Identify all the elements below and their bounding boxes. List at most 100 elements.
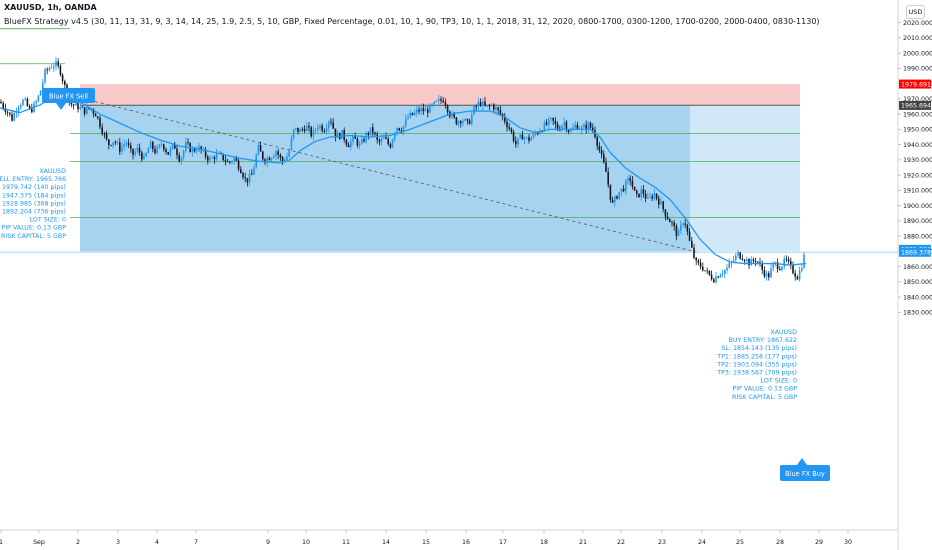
candle-body: [550, 117, 552, 119]
candle-body: [42, 82, 44, 91]
candle-body: [600, 150, 603, 155]
candle-body: [763, 270, 766, 277]
price-label-text: 1979.691: [901, 81, 931, 88]
candle-body: [422, 107, 425, 112]
candle-body: [290, 138, 293, 151]
candle-body: [446, 105, 449, 112]
sell-info-line: XAUUSD: [39, 168, 66, 175]
candle-body: [508, 127, 510, 129]
candle-body: [204, 149, 207, 157]
candle-body: [677, 230, 680, 236]
candle-body: [99, 117, 101, 128]
candle-body: [325, 127, 328, 132]
candle-body: [182, 150, 185, 158]
candle-body: [328, 121, 330, 128]
candle-body: [0, 101, 2, 104]
candle-body: [319, 125, 321, 128]
candle-body: [416, 109, 418, 113]
y-tick-label: 1890.000: [903, 218, 932, 225]
candle-body: [697, 260, 700, 263]
candle-body: [306, 125, 308, 132]
candle-body: [116, 142, 119, 144]
candle-body: [317, 127, 319, 130]
candle-body: [746, 259, 748, 262]
candle-body: [768, 273, 770, 278]
candle-body: [121, 146, 123, 152]
candle-body: [321, 125, 323, 132]
buy-info-line: TP1: 1885.258 (177 pips): [716, 353, 797, 360]
y-tick-label: 1920.000: [903, 172, 932, 179]
candle-body: [631, 180, 634, 187]
projection-line: [59, 92, 701, 254]
candle-body: [301, 129, 304, 130]
candle-body: [176, 148, 178, 156]
candle-body: [724, 270, 726, 274]
candle-body: [616, 196, 618, 199]
price-label-box: [899, 247, 931, 257]
candle-body: [671, 222, 673, 223]
candle-body: [248, 173, 251, 183]
candle-body: [464, 119, 466, 121]
stop-loss-zone: [80, 84, 800, 106]
candle-body: [732, 260, 735, 262]
candle-body: [48, 67, 51, 71]
candle-body: [737, 252, 739, 256]
candle-body: [72, 104, 75, 106]
candle-body: [17, 107, 20, 113]
candle-body: [165, 149, 167, 153]
candle-body: [37, 95, 40, 102]
candle-body: [108, 139, 110, 146]
candle-body: [235, 158, 238, 161]
x-tick-label: 22: [617, 539, 625, 546]
candle-body: [35, 101, 37, 104]
candle-body: [77, 102, 79, 110]
candle-body: [134, 151, 136, 155]
candle-body: [152, 141, 154, 149]
indicator-title[interactable]: BlueFX Strategy v4.5 (30, 11, 13, 31, 9,…: [4, 17, 820, 26]
candle-body: [409, 112, 411, 118]
sell-info-line: TP3: 1892.204 (736 pips): [0, 209, 66, 216]
candle-body: [286, 156, 288, 161]
candle-body: [229, 161, 231, 163]
candle-body: [451, 113, 453, 117]
x-tick-label: 24: [698, 539, 706, 546]
candle-body: [750, 259, 752, 266]
candle-body: [259, 145, 262, 152]
price-label-box: [899, 100, 931, 110]
x-tick-label: 18: [540, 539, 548, 546]
candle-body: [354, 136, 356, 139]
candle-body: [798, 270, 801, 280]
candle-body: [488, 105, 491, 107]
candle-body: [779, 269, 781, 271]
candle-body: [796, 276, 799, 280]
y-tick-label: 2000.000: [903, 50, 932, 57]
candle-body: [292, 129, 295, 139]
candle-body: [699, 262, 702, 267]
candle-body: [548, 118, 550, 125]
candle-body: [614, 196, 616, 203]
candle-body: [299, 129, 301, 133]
candle-body: [323, 131, 326, 132]
candle-body: [352, 136, 354, 142]
candle-body: [57, 61, 59, 66]
candle-body: [803, 254, 805, 268]
candle-body: [369, 127, 372, 135]
currency-button[interactable]: USD: [906, 5, 925, 19]
candle-body: [658, 198, 660, 205]
candle-body: [534, 133, 537, 135]
candle-body: [570, 130, 572, 132]
y-tick-label: 1900.000: [903, 203, 932, 210]
candle-body: [86, 107, 88, 114]
candle-body: [501, 114, 504, 117]
price-label-text: 1965.694: [901, 103, 931, 110]
candle-body: [363, 139, 365, 142]
candle-body: [215, 153, 218, 160]
candle-body: [576, 124, 579, 130]
candle-body: [391, 139, 394, 148]
candle-body: [772, 263, 774, 269]
candle-body: [237, 160, 240, 170]
candle-body: [385, 137, 387, 139]
candle-body: [653, 193, 656, 199]
candle-body: [407, 117, 409, 120]
